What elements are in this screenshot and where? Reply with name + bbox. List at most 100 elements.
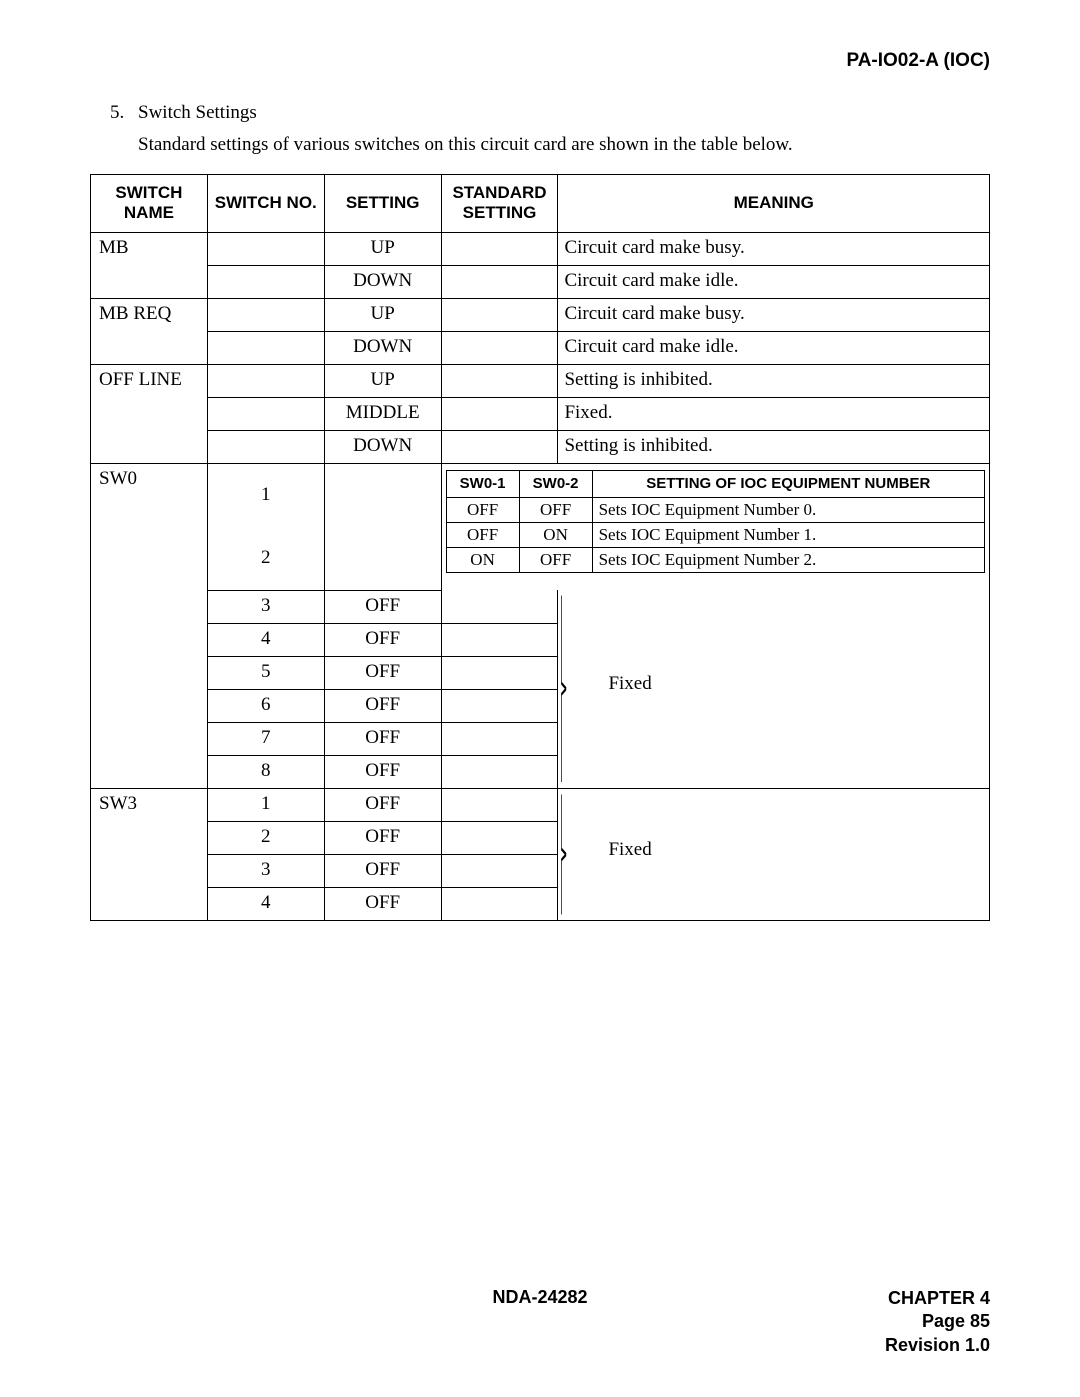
cell-swno: 3 bbox=[207, 854, 324, 887]
cell-std bbox=[441, 722, 558, 755]
inner-c1: ON bbox=[446, 547, 519, 572]
cell-setting: MIDDLE bbox=[324, 397, 441, 430]
table-row-sw3-start: SW3 1 OFF Fixed bbox=[91, 788, 990, 821]
inner-c2: OFF bbox=[519, 547, 592, 572]
cell-setting bbox=[324, 463, 441, 527]
cell-std bbox=[441, 364, 558, 397]
cell-name bbox=[91, 430, 208, 463]
footer-revision: Revision 1.0 bbox=[885, 1334, 990, 1357]
table-row: 3 OFF Fixed bbox=[91, 590, 990, 623]
page-footer: NDA-24282 CHAPTER 4 Page 85 Revision 1.0 bbox=[90, 1287, 990, 1357]
col-setting: SETTING bbox=[324, 175, 441, 233]
inner-desc: Sets IOC Equipment Number 1. bbox=[592, 522, 984, 547]
cell-name bbox=[91, 331, 208, 364]
inner-c1: OFF bbox=[446, 497, 519, 522]
table-row: DOWN Circuit card make idle. bbox=[91, 265, 990, 298]
cell-std bbox=[441, 755, 558, 788]
cell-setting: DOWN bbox=[324, 265, 441, 298]
switch-settings-table: SWITCH NAME SWITCH NO. SETTING STANDARD … bbox=[90, 174, 990, 921]
cell-setting: OFF bbox=[324, 854, 441, 887]
footer-doc-number: NDA-24282 bbox=[90, 1287, 990, 1308]
cell-setting: OFF bbox=[324, 788, 441, 821]
sw0-inner-table-cell: SW0-1 SW0-2 SETTING OF IOC EQUIPMENT NUM… bbox=[441, 463, 989, 590]
cell-meaning: Fixed. bbox=[558, 397, 990, 430]
sw0-inner-table: SW0-1 SW0-2 SETTING OF IOC EQUIPMENT NUM… bbox=[446, 470, 985, 573]
inner-header-row: SW0-1 SW0-2 SETTING OF IOC EQUIPMENT NUM… bbox=[446, 470, 984, 497]
cell-setting bbox=[324, 527, 441, 591]
cell-name bbox=[91, 397, 208, 430]
table-row: MB REQ UP Circuit card make busy. bbox=[91, 298, 990, 331]
cell-swno: 2 bbox=[207, 527, 324, 591]
cell-std bbox=[441, 331, 558, 364]
cell-setting: OFF bbox=[324, 689, 441, 722]
cell-swno: 8 bbox=[207, 755, 324, 788]
footer-page: Page 85 bbox=[885, 1310, 990, 1333]
cell-std bbox=[441, 689, 558, 722]
sw3-fixed-meaning: Fixed bbox=[558, 788, 990, 920]
cell-swno: 3 bbox=[207, 590, 324, 623]
col-switch-no: SWITCH NO. bbox=[207, 175, 324, 233]
fixed-label: Fixed bbox=[608, 839, 651, 861]
cell-swno: 2 bbox=[207, 821, 324, 854]
table-row-sw0-start: SW0 1 SW0-1 SW0-2 SETTING OF IOC EQUIPME… bbox=[91, 463, 990, 527]
table-row: MIDDLE Fixed. bbox=[91, 397, 990, 430]
inner-col-sw02: SW0-2 bbox=[519, 470, 592, 497]
table-row: DOWN Setting is inhibited. bbox=[91, 430, 990, 463]
cell-swno bbox=[207, 298, 324, 331]
cell-setting: OFF bbox=[324, 623, 441, 656]
cell-setting: OFF bbox=[324, 590, 441, 623]
inner-c1: OFF bbox=[446, 522, 519, 547]
cell-swno bbox=[207, 430, 324, 463]
inner-c2: ON bbox=[519, 522, 592, 547]
cell-std bbox=[441, 656, 558, 689]
cell-name: MB REQ bbox=[91, 298, 208, 331]
cell-setting: UP bbox=[324, 232, 441, 265]
cell-std bbox=[441, 854, 558, 887]
cell-swno: 4 bbox=[207, 623, 324, 656]
cell-meaning: Circuit card make busy. bbox=[558, 298, 990, 331]
cell-setting: OFF bbox=[324, 656, 441, 689]
cell-swno: 1 bbox=[207, 788, 324, 821]
cell-meaning: Circuit card make busy. bbox=[558, 232, 990, 265]
cell-swno: 7 bbox=[207, 722, 324, 755]
cell-meaning: Setting is inhibited. bbox=[558, 364, 990, 397]
cell-swno: 1 bbox=[207, 463, 324, 527]
cell-std bbox=[441, 821, 558, 854]
cell-setting: OFF bbox=[324, 887, 441, 920]
page-header-code: PA-IO02-A (IOC) bbox=[90, 50, 990, 72]
inner-desc: Sets IOC Equipment Number 2. bbox=[592, 547, 984, 572]
table-row: OFF LINE UP Setting is inhibited. bbox=[91, 364, 990, 397]
cell-setting: OFF bbox=[324, 755, 441, 788]
cell-setting: UP bbox=[324, 298, 441, 331]
inner-c2: OFF bbox=[519, 497, 592, 522]
section-heading: 5. Switch Settings bbox=[110, 102, 990, 124]
cell-swno bbox=[207, 364, 324, 397]
cell-swno: 4 bbox=[207, 887, 324, 920]
cell-std bbox=[441, 623, 558, 656]
cell-std bbox=[441, 590, 558, 623]
section-title: Switch Settings bbox=[138, 102, 257, 124]
inner-row: OFF OFF Sets IOC Equipment Number 0. bbox=[446, 497, 984, 522]
cell-meaning: Circuit card make idle. bbox=[558, 265, 990, 298]
section-number: 5. bbox=[110, 102, 138, 124]
inner-row: ON OFF Sets IOC Equipment Number 2. bbox=[446, 547, 984, 572]
cell-swno bbox=[207, 232, 324, 265]
cell-std bbox=[441, 232, 558, 265]
cell-swno: 5 bbox=[207, 656, 324, 689]
cell-setting: UP bbox=[324, 364, 441, 397]
cell-name bbox=[91, 265, 208, 298]
cell-meaning: Setting is inhibited. bbox=[558, 430, 990, 463]
cell-std bbox=[441, 397, 558, 430]
inner-col-sw01: SW0-1 bbox=[446, 470, 519, 497]
cell-swno: 6 bbox=[207, 689, 324, 722]
cell-std bbox=[441, 887, 558, 920]
cell-setting: DOWN bbox=[324, 331, 441, 364]
cell-std bbox=[441, 265, 558, 298]
col-switch-name: SWITCH NAME bbox=[91, 175, 208, 233]
cell-meaning: Circuit card make idle. bbox=[558, 331, 990, 364]
inner-col-desc: SETTING OF IOC EQUIPMENT NUMBER bbox=[592, 470, 984, 497]
cell-swno bbox=[207, 331, 324, 364]
section-description: Standard settings of various switches on… bbox=[138, 134, 990, 156]
document-page: PA-IO02-A (IOC) 5. Switch Settings Stand… bbox=[0, 0, 1080, 1397]
cell-sw3-name: SW3 bbox=[91, 788, 208, 920]
